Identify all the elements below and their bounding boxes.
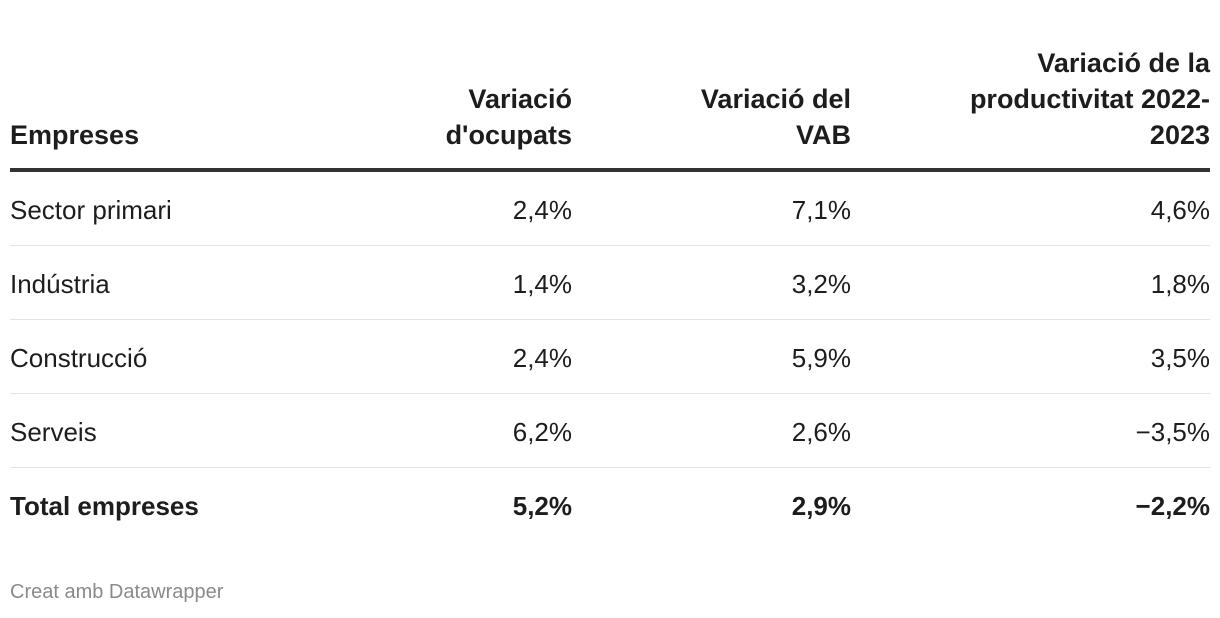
cell-productivitat: −3,5% (1135, 417, 1210, 447)
table-row-total: Total empreses 5,2% 2,9% −2,2% (10, 468, 1210, 542)
cell-ocupats: 1,4% (512, 269, 572, 299)
cell-productivitat: 4,6% (1150, 195, 1210, 225)
header-line: d'ocupats (445, 120, 572, 150)
cell-vab: 7,1% (791, 195, 851, 225)
header-line: Variació del (700, 84, 851, 114)
header-line: VAB (795, 120, 851, 150)
data-table: Empreses Variació d'ocupats Variació del… (10, 0, 1210, 521)
header-line: Variació de la (1037, 48, 1210, 78)
header-variacio-productivitat: Variació de la productivitat 2022- 2023 (920, 45, 1210, 153)
row-label: Sector primari (10, 195, 172, 225)
table-row: Indústria 1,4% 3,2% 1,8% (10, 246, 1210, 320)
row-label: Indústria (10, 269, 110, 299)
header-variacio-vab: Variació del VAB (611, 81, 851, 153)
cell-vab: 2,9% (791, 491, 851, 521)
row-label: Construcció (10, 343, 148, 373)
cell-productivitat: −2,2% (1135, 491, 1210, 521)
header-empreses: Empreses (10, 120, 140, 150)
table-header: Empreses Variació d'ocupats Variació del… (10, 0, 1210, 155)
footer-credit: Creat amb Datawrapper (10, 581, 224, 603)
table-row: Serveis 6,2% 2,6% −3,5% (10, 394, 1210, 468)
row-label: Total empreses (10, 491, 199, 521)
cell-vab: 3,2% (791, 269, 851, 299)
cell-productivitat: 1,8% (1150, 269, 1210, 299)
cell-ocupats: 6,2% (512, 417, 572, 447)
row-label: Serveis (10, 417, 97, 447)
table-row: Construcció 2,4% 5,9% 3,5% (10, 320, 1210, 394)
header-variacio-ocupats: Variació d'ocupats (332, 81, 572, 153)
header-rule (10, 168, 1210, 172)
table-row: Sector primari 2,4% 7,1% 4,6% (10, 172, 1210, 246)
header-line: 2023 (1149, 120, 1210, 150)
cell-ocupats: 2,4% (512, 343, 572, 373)
header-line: Variació (468, 84, 572, 114)
cell-ocupats: 5,2% (512, 491, 572, 521)
cell-ocupats: 2,4% (512, 195, 572, 225)
table-body: Sector primari 2,4% 7,1% 4,6% Indústria … (10, 172, 1210, 542)
cell-vab: 2,6% (791, 417, 851, 447)
header-line: productivitat 2022- (969, 84, 1210, 114)
cell-productivitat: 3,5% (1150, 343, 1210, 373)
cell-vab: 5,9% (791, 343, 851, 373)
